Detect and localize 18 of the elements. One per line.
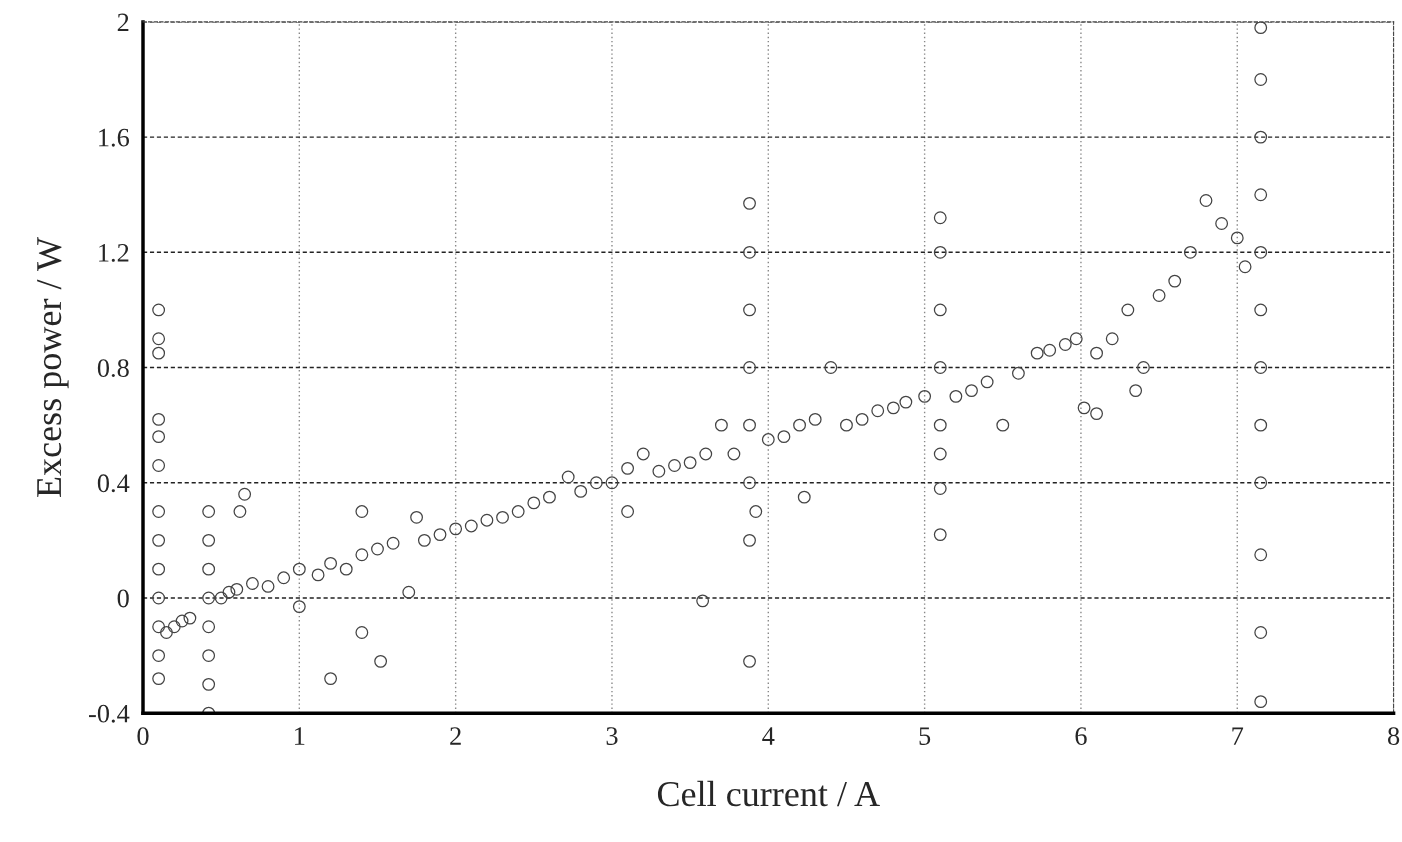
y-tick-label: 0.4 (97, 474, 130, 493)
y-tick-label: -0.4 (89, 704, 130, 723)
x-tick-label: 0 (137, 727, 149, 745)
x-tick-label: 4 (762, 727, 775, 745)
x-tick-label: 7 (1232, 727, 1244, 745)
y-tick-label: 2 (117, 13, 129, 32)
x-axis-title: Cell current / A (657, 780, 880, 807)
y-tick-label: 0 (117, 589, 129, 608)
y-tick-label: 0.8 (97, 359, 129, 378)
x-tick-label: 1 (295, 727, 305, 745)
x-tick-label: 5 (919, 727, 931, 745)
x-tick-label: 8 (1388, 727, 1400, 745)
x-tick-label: 3 (606, 727, 618, 745)
y-tick-label: 1.2 (99, 244, 129, 262)
y-axis-title: Excess power / W (37, 237, 69, 498)
x-tick-label: 2 (450, 727, 461, 745)
y-tick-label: 1.6 (99, 128, 130, 147)
x-tick-label: 6 (1075, 727, 1087, 745)
